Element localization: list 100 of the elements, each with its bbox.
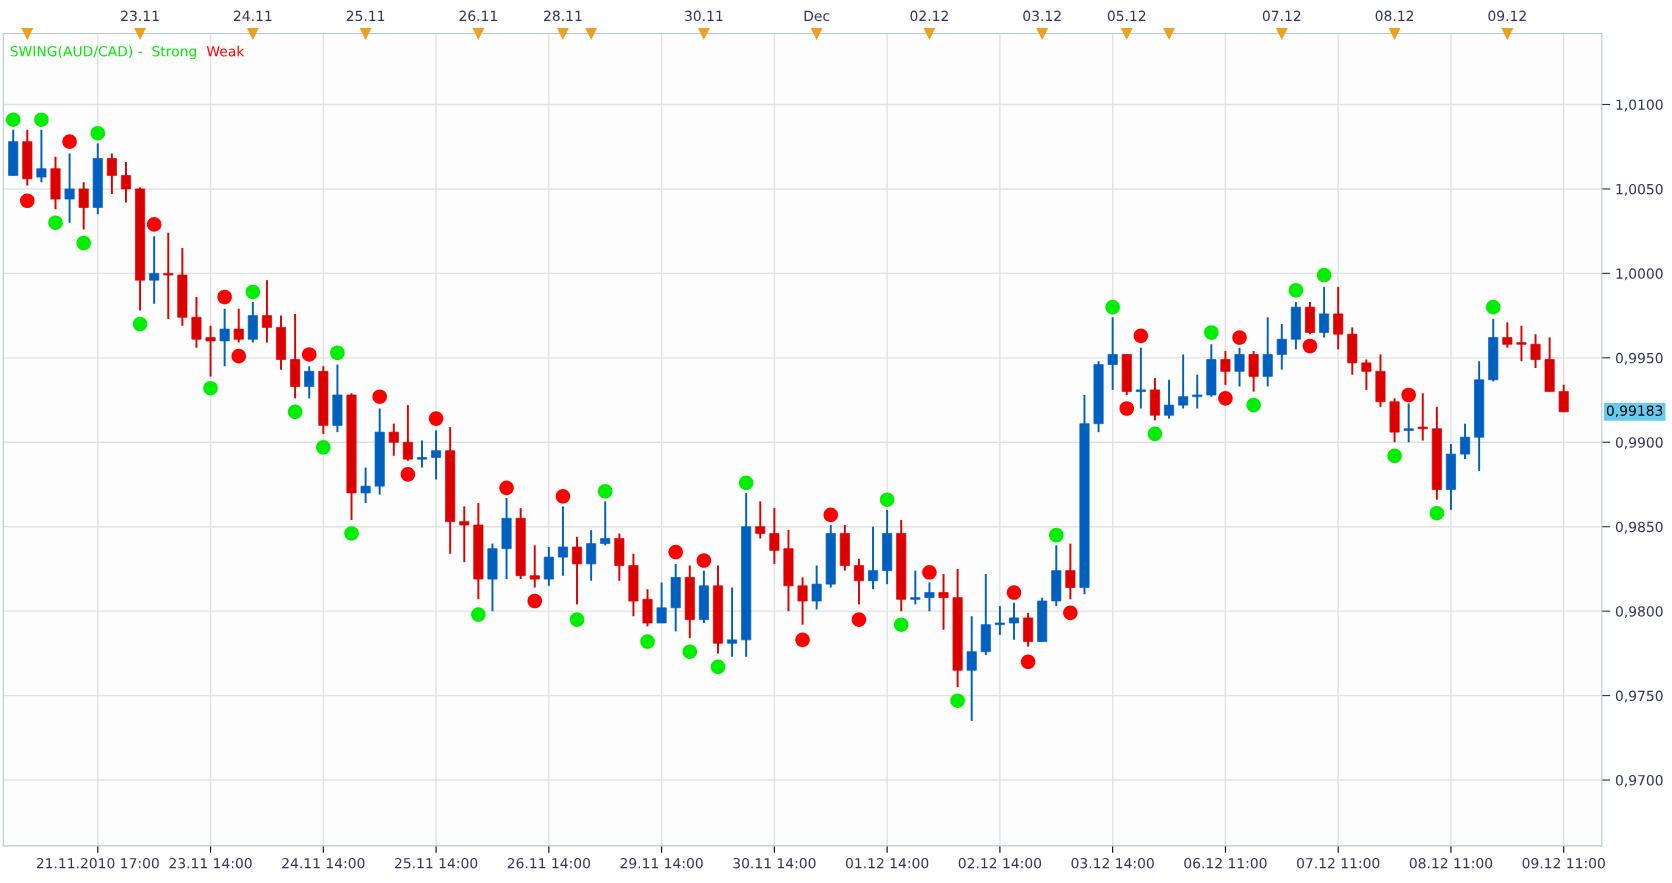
point	[231, 348, 247, 364]
candlestick	[1220, 350, 1231, 386]
point	[1218, 391, 1233, 406]
text: Dec	[804, 10, 830, 22]
point	[950, 693, 965, 708]
text: 02.12	[910, 10, 948, 22]
point	[795, 632, 810, 648]
candlestick	[853, 557, 864, 606]
point	[1288, 282, 1304, 298]
candlestick	[938, 573, 949, 631]
point	[62, 134, 77, 149]
x-tick-label: 30.11 14:00	[733, 857, 816, 869]
point	[20, 193, 35, 209]
candlestick	[1361, 358, 1372, 391]
text: 08.12	[1375, 10, 1414, 22]
point	[1429, 505, 1445, 521]
point	[682, 644, 698, 659]
x-tick-label: 03.12 14:00	[1071, 857, 1154, 869]
point	[1485, 299, 1501, 315]
candlestick	[1008, 601, 1019, 641]
candlestick	[416, 439, 427, 469]
point	[851, 612, 867, 627]
point	[555, 489, 571, 504]
point	[90, 125, 106, 141]
point	[710, 659, 726, 675]
y-tick-label: 0,9800	[1615, 606, 1663, 619]
y-tick-label: 0,9700	[1615, 775, 1663, 787]
candlestick	[586, 529, 597, 582]
candlestick	[1558, 383, 1569, 413]
text: 05.12	[1107, 10, 1146, 22]
point	[1063, 605, 1078, 621]
point	[1049, 527, 1064, 543]
candlestick	[402, 404, 413, 462]
point	[823, 507, 839, 523]
point	[316, 440, 331, 455]
text: 24.11	[233, 10, 272, 21]
point	[1133, 328, 1149, 344]
point	[5, 112, 21, 127]
candlestick	[557, 505, 568, 577]
point	[217, 289, 232, 305]
candlestick	[78, 181, 89, 231]
candlestick	[1262, 316, 1273, 388]
x-tick-label: 01.12 14:00	[845, 857, 929, 869]
point	[696, 553, 712, 568]
candlestick	[1276, 323, 1287, 371]
point	[1006, 585, 1022, 600]
text: Strong	[152, 45, 196, 60]
point	[879, 492, 895, 507]
candlestick	[431, 429, 442, 481]
candlestick	[543, 546, 554, 587]
point	[1246, 397, 1261, 413]
candlestick	[1319, 285, 1330, 339]
point	[132, 316, 148, 332]
candlestick	[247, 301, 258, 344]
candlestick	[1417, 392, 1428, 442]
candlestick	[966, 615, 977, 722]
candlestick	[1502, 321, 1513, 349]
candlestick	[1516, 324, 1527, 363]
y-tick-label: 0,9850	[1615, 521, 1663, 534]
candlestick	[994, 605, 1005, 636]
candlestick	[868, 525, 879, 591]
point	[428, 411, 444, 426]
candlestick	[600, 500, 611, 547]
y-tick-label: 0,9750	[1615, 690, 1663, 703]
candlestick	[64, 152, 75, 224]
candlestick	[572, 535, 583, 606]
candlestick	[120, 160, 131, 204]
point	[569, 612, 585, 627]
point	[1119, 401, 1135, 416]
text: Weak	[206, 45, 245, 57]
candlestick	[1023, 611, 1034, 648]
legend-title: SWING(AUD/CAD) -	[10, 45, 143, 59]
candlestick	[304, 365, 315, 400]
point	[330, 345, 345, 361]
y-tick-label: 1,0100	[1616, 99, 1663, 112]
point	[203, 380, 218, 396]
candlestick	[261, 279, 272, 344]
point	[527, 593, 543, 609]
point	[640, 634, 655, 649]
x-tick-label: 26.11 14:00	[507, 857, 591, 869]
point	[1302, 338, 1318, 354]
x-tick-label: 02.12 14:00	[958, 857, 1042, 869]
text: 30.11	[685, 10, 723, 22]
point	[499, 480, 514, 496]
y-tick-label: 0,9950	[1615, 352, 1663, 365]
candlestick	[769, 507, 780, 565]
point	[1204, 325, 1219, 340]
x-tick-label: 08.12 11:00	[1409, 857, 1493, 869]
x-tick-label: 09.12 11:00	[1522, 857, 1605, 869]
text: 03.12	[1023, 10, 1061, 22]
candlestick	[1333, 285, 1344, 351]
candlestick	[163, 231, 174, 320]
candlestick	[191, 296, 202, 349]
candlestick	[1178, 353, 1189, 410]
candlestick	[1065, 542, 1076, 601]
point	[1401, 387, 1416, 403]
text: 07.12	[1262, 10, 1301, 22]
candlestick	[529, 544, 540, 589]
candlestick	[924, 581, 935, 613]
text: 09.12	[1488, 10, 1526, 22]
